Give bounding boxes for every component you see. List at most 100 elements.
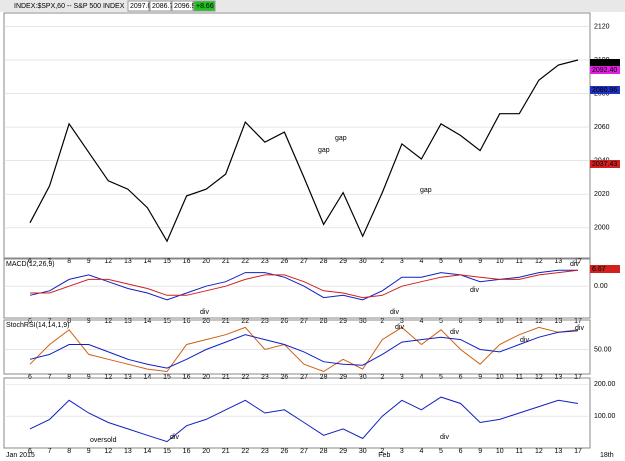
x-tick-label: 12 bbox=[104, 374, 112, 381]
x-tick-label: 9 bbox=[478, 318, 482, 325]
annotation: div bbox=[395, 324, 404, 331]
x-tick-label: 12 bbox=[535, 258, 543, 265]
x-tick-label: 8 bbox=[67, 318, 71, 325]
x-tick-label: 2 bbox=[380, 258, 384, 265]
header-value: 2097.03 bbox=[130, 3, 155, 10]
x-tick-label: 28 bbox=[320, 448, 328, 455]
x-tick-label: 13 bbox=[124, 374, 132, 381]
x-tick-label: 3 bbox=[400, 318, 404, 325]
x-tick-label: 22 bbox=[241, 258, 249, 265]
x-tick-label: 27 bbox=[300, 318, 308, 325]
x-tick-label: 13 bbox=[124, 448, 132, 455]
x-tick-label: 28 bbox=[320, 318, 328, 325]
y-tick-label: 2120 bbox=[594, 23, 610, 30]
last-value-box bbox=[590, 66, 620, 74]
annotation: gap bbox=[335, 135, 347, 142]
x-tick-label: 10 bbox=[496, 374, 504, 381]
x-tick-label: 29 bbox=[339, 374, 347, 381]
x-tick-label: 9 bbox=[87, 258, 91, 265]
x-tick-label: 11 bbox=[516, 258, 523, 265]
x-tick-label: 11 bbox=[516, 374, 523, 381]
x-tick-label: 26 bbox=[281, 374, 289, 381]
x-tick-label: 2 bbox=[380, 318, 384, 325]
x-tick-label: 27 bbox=[300, 448, 308, 455]
x-tick-label: 12 bbox=[535, 318, 543, 325]
x-tick-label: 15 bbox=[163, 318, 171, 325]
x-tick-label: 8 bbox=[67, 258, 71, 265]
x-tick-label: 10 bbox=[496, 318, 504, 325]
x-tick-label: 7 bbox=[48, 374, 52, 381]
x-tick-label: 30 bbox=[359, 258, 367, 265]
x-tick-label: 21 bbox=[222, 374, 230, 381]
x-tick-label: 29 bbox=[339, 318, 347, 325]
y-tick-label: 2000 bbox=[594, 225, 610, 232]
x-tick-label: 12 bbox=[104, 258, 112, 265]
x-tick-label: 9 bbox=[478, 374, 482, 381]
x-tick-label: 7 bbox=[48, 448, 52, 455]
x-tick-label: 6 bbox=[28, 318, 32, 325]
x-tick-label: 3 bbox=[400, 374, 404, 381]
x-tick-label: 7 bbox=[48, 258, 52, 265]
x-tick-label: 8 bbox=[67, 448, 71, 455]
x-tick-label: 12 bbox=[104, 448, 112, 455]
x-tick-label: 9 bbox=[87, 448, 91, 455]
x-tick-label: 30 bbox=[359, 448, 367, 455]
x-tick-label: 13 bbox=[555, 374, 563, 381]
annotation: div bbox=[390, 309, 399, 316]
x-tick-label: 13 bbox=[124, 258, 132, 265]
x-tick-label: 16 bbox=[183, 448, 191, 455]
x-tick-label: 10 bbox=[496, 258, 504, 265]
x-tick-label: 16 bbox=[183, 258, 191, 265]
x-tick-label: 6 bbox=[459, 448, 463, 455]
header-value: 2086.70 bbox=[152, 3, 177, 10]
last-value: 6.67 bbox=[592, 266, 606, 273]
header-box bbox=[127, 0, 150, 12]
last-value: 2037.43 bbox=[592, 161, 617, 168]
x-tick-label: 13 bbox=[555, 318, 563, 325]
header-box bbox=[171, 0, 194, 12]
y-tick-label: 100.00 bbox=[594, 413, 616, 420]
panel bbox=[3, 258, 591, 319]
x-tick-label: 6 bbox=[28, 374, 32, 381]
x-tick-label: 5 bbox=[439, 258, 443, 265]
x-tick-label: 14 bbox=[144, 318, 152, 325]
x-tick-label: 12 bbox=[104, 318, 112, 325]
x-tick-label: 3 bbox=[400, 448, 404, 455]
x-tick-label: 17 bbox=[574, 318, 582, 325]
x-tick-label: 20 bbox=[202, 258, 210, 265]
y-tick-label: 2060 bbox=[594, 124, 610, 131]
y-tick-label: 0.00 bbox=[594, 283, 608, 290]
annotation: div bbox=[170, 434, 179, 441]
header-value: 2096.99 bbox=[174, 3, 199, 10]
x-tick-label: 13 bbox=[555, 448, 563, 455]
panel bbox=[3, 377, 591, 449]
x-tick-label: 13 bbox=[124, 318, 132, 325]
x-tick-label: 26 bbox=[281, 318, 289, 325]
series-line bbox=[29, 330, 579, 369]
x-tick-label: 20 bbox=[202, 318, 210, 325]
x-tick-label: 21 bbox=[222, 448, 230, 455]
series-line bbox=[29, 396, 579, 443]
series-line bbox=[29, 59, 579, 243]
x-tick-label: 17 bbox=[574, 448, 582, 455]
x-tick-label: 6 bbox=[28, 258, 32, 265]
header-box bbox=[149, 0, 172, 12]
last-value-box bbox=[590, 59, 620, 67]
x-tick-label: 23 bbox=[261, 448, 269, 455]
y-tick-label: 2020 bbox=[594, 191, 610, 198]
x-tick-label: 26 bbox=[281, 258, 289, 265]
x-tick-label: 16 bbox=[183, 318, 191, 325]
header-box bbox=[193, 0, 216, 12]
y-tick-label: 200.00 bbox=[594, 381, 616, 388]
last-value-box bbox=[590, 86, 620, 94]
x-tick-label: 5 bbox=[439, 448, 443, 455]
x-tick-label: 29 bbox=[339, 258, 347, 265]
x-tick-label: 4 bbox=[419, 448, 423, 455]
last-value: 2092.40 bbox=[592, 67, 617, 74]
series-line bbox=[30, 269, 579, 299]
x-tick-label: 21 bbox=[222, 258, 230, 265]
y-tick-label: 50.00 bbox=[594, 346, 612, 353]
annotation: div bbox=[520, 337, 529, 344]
x-tick-label: 8 bbox=[67, 374, 71, 381]
